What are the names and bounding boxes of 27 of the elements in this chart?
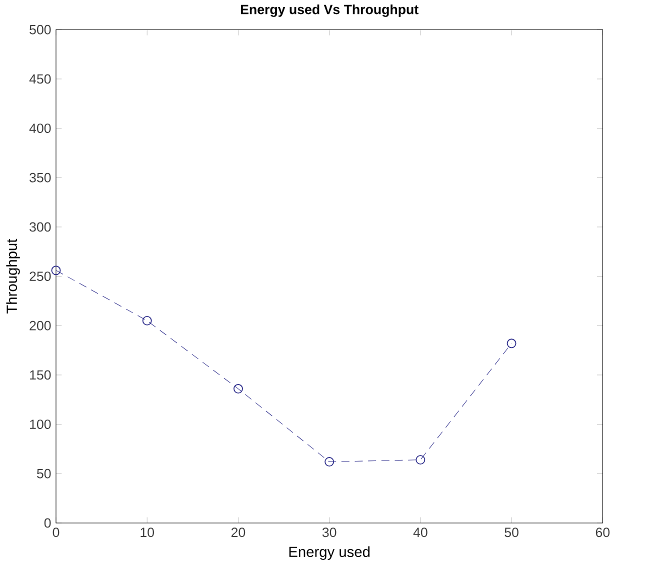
chart-title: Energy used Vs Throughput	[240, 4, 418, 17]
y-tick-label: 0	[44, 518, 51, 528]
point	[324, 456, 334, 466]
y-tick-label: 500	[30, 24, 51, 34]
point	[51, 266, 61, 275]
x-tick-label: 10	[140, 528, 154, 537]
y-axis-title: Throughput	[6, 238, 20, 314]
point	[416, 454, 426, 464]
y-tick-label: 400	[29, 123, 51, 133]
y-tick-label: 300	[30, 222, 51, 232]
y-tick-label: 350	[30, 172, 51, 182]
y-tick-label: 450	[29, 74, 51, 84]
point	[233, 384, 243, 394]
x-tick-label: 40	[413, 528, 428, 537]
x-tick-label: 20	[231, 528, 246, 537]
x-tick-label: 30	[322, 528, 336, 537]
point	[142, 316, 152, 326]
y-tick-label: 150	[30, 370, 51, 380]
y-tick-label: 100	[30, 419, 51, 429]
x-axis-title: Energy used	[289, 546, 370, 560]
x-tick-label: 60	[596, 528, 610, 537]
point	[506, 338, 516, 348]
y-tick-label: 50	[37, 468, 51, 478]
y-tick-label: 200	[30, 320, 51, 330]
y-tick-label: 250	[30, 271, 51, 281]
x-tick-label: 50	[504, 528, 518, 537]
x-tick-label: 0	[52, 528, 60, 537]
